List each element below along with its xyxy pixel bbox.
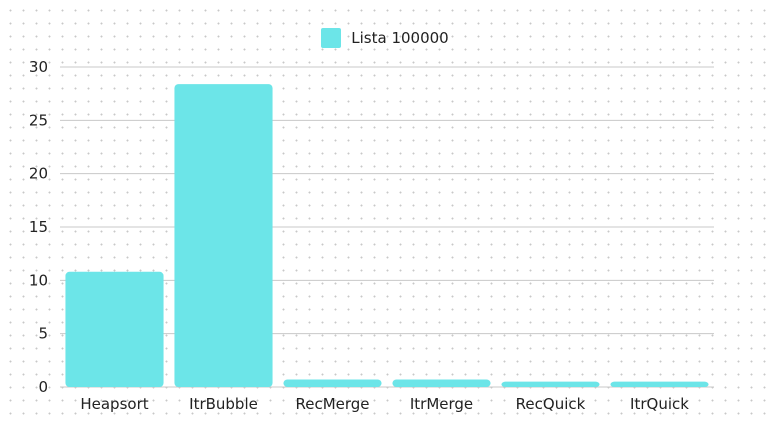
x-tick-label: RecMerge bbox=[295, 395, 369, 413]
y-tick-label: 25 bbox=[29, 111, 48, 129]
y-tick-label: 0 bbox=[38, 378, 48, 396]
x-tick-label: RecQuick bbox=[516, 395, 586, 413]
bar-recquick[interactable] bbox=[501, 381, 600, 387]
x-tick-label: ItrQuick bbox=[630, 395, 689, 413]
y-tick-label: 5 bbox=[38, 325, 48, 343]
y-tick-label: 15 bbox=[29, 218, 48, 236]
y-tick-label: 20 bbox=[29, 165, 48, 183]
y-tick-label: 30 bbox=[29, 58, 48, 76]
legend-label: Lista 100000 bbox=[351, 29, 449, 47]
legend[interactable]: Lista 100000 bbox=[0, 28, 770, 48]
y-tick-label: 10 bbox=[29, 271, 48, 289]
x-tick-label: ItrBubble bbox=[189, 395, 258, 413]
bar-recmerge[interactable] bbox=[283, 379, 382, 387]
legend-swatch bbox=[321, 28, 342, 48]
bar-itrquick[interactable] bbox=[610, 381, 709, 387]
bar-itrbubble[interactable] bbox=[174, 84, 273, 388]
x-tick-label: Heapsort bbox=[80, 395, 148, 413]
bar-heapsort[interactable] bbox=[65, 271, 164, 387]
bar-itrmerge[interactable] bbox=[392, 379, 491, 387]
x-tick-label: ItrMerge bbox=[410, 395, 473, 413]
